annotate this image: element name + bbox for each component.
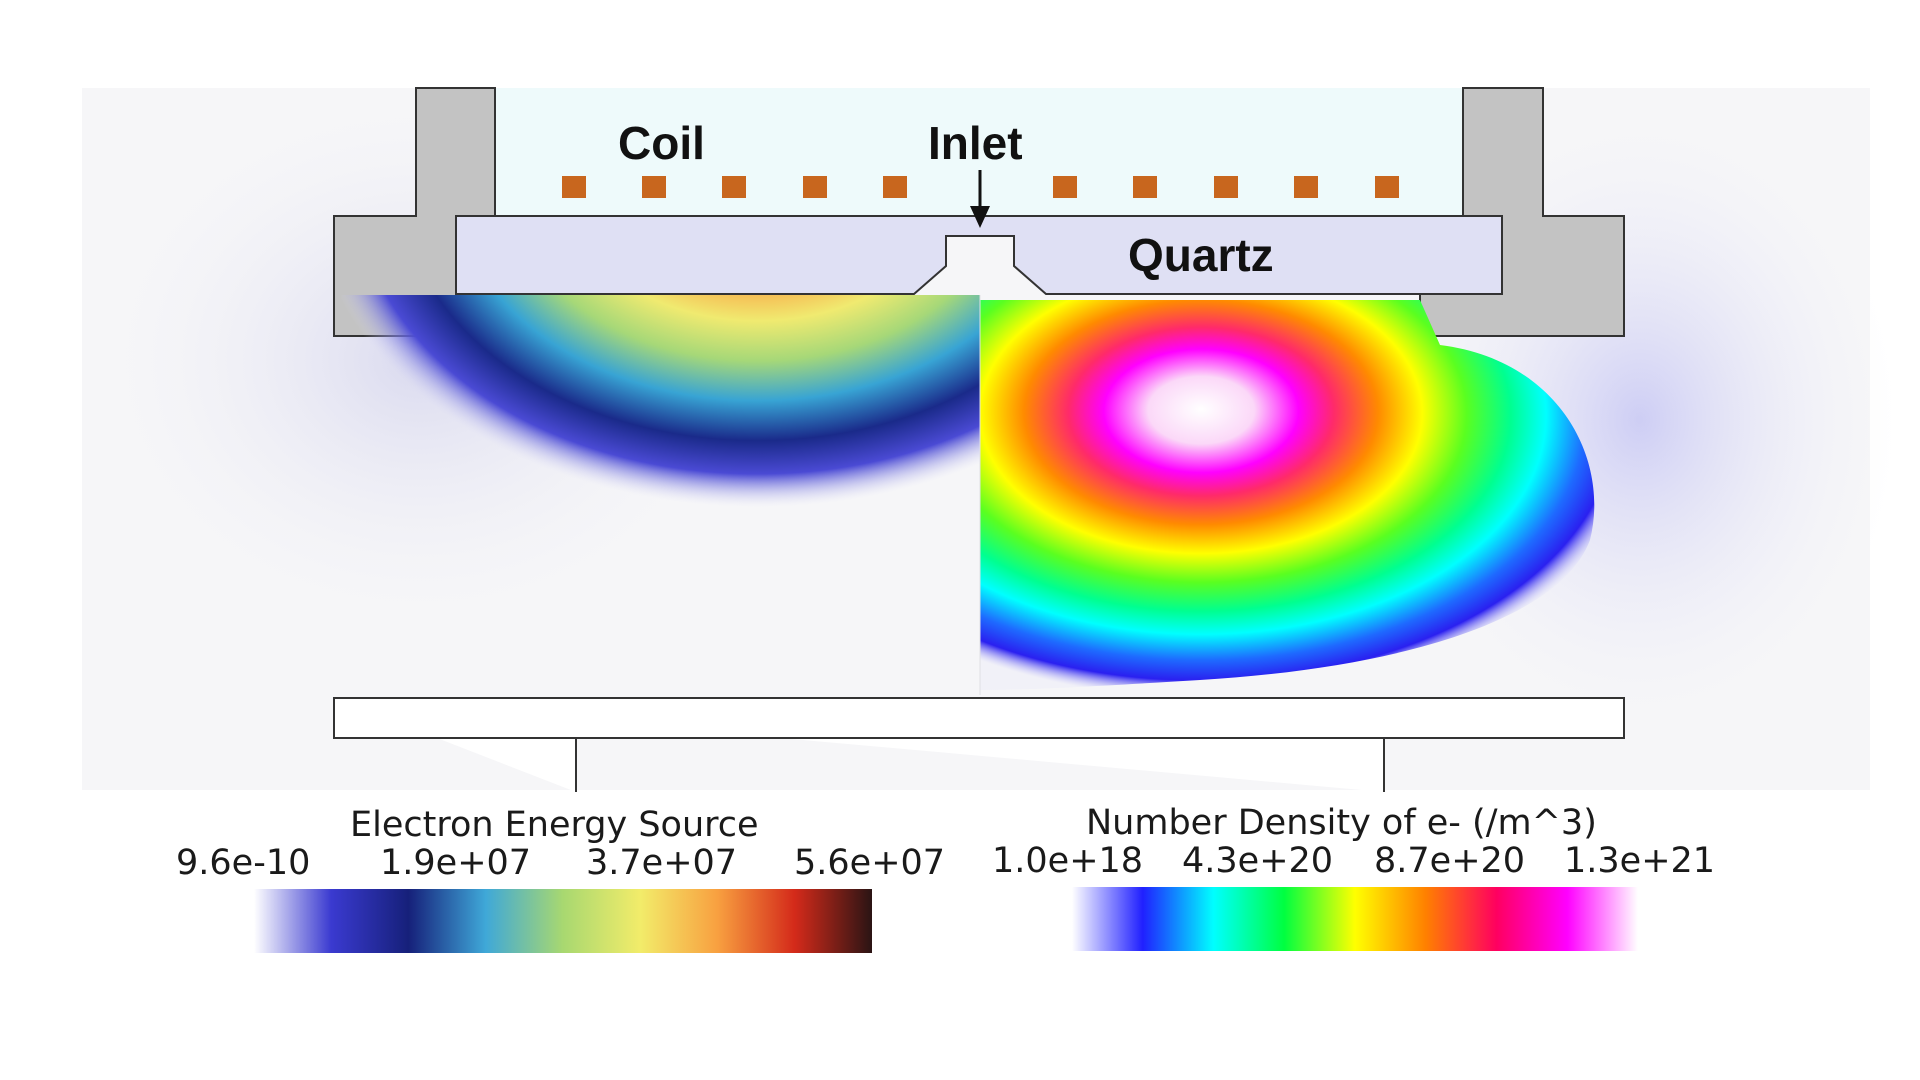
coil-turn-7 (1133, 176, 1157, 198)
inlet-label: Inlet (928, 117, 1023, 169)
chuck-right-leg (1383, 737, 1624, 792)
coil-turn-9 (1294, 176, 1318, 198)
legend-colorbar-electron-energy-source (254, 889, 872, 953)
coil-turn-2 (642, 176, 666, 198)
legend1-tick-2: 3.7e+07 (586, 843, 738, 883)
coil-turn-5 (883, 176, 907, 198)
legend1-tick-3: 5.6e+07 (794, 843, 946, 883)
quartz-label: Quartz (1128, 229, 1274, 281)
number-density-plot (980, 300, 1595, 690)
legend1-tick-1: 1.9e+07 (380, 843, 532, 883)
legend1-tick-0: 9.6e-10 (176, 843, 311, 883)
coil-turn-1 (562, 176, 586, 198)
legend2-tick-2: 8.7e+20 (1374, 841, 1526, 881)
wafer-chuck-top (333, 697, 1625, 739)
coil-turn-6 (1053, 176, 1077, 198)
coil-turn-3 (722, 176, 746, 198)
legend-title-electron-energy-source: Electron Energy Source (350, 805, 759, 845)
chuck-left-leg (334, 737, 577, 792)
legend-colorbar-number-density (1072, 887, 1638, 951)
inlet-arrow-head (970, 206, 990, 228)
legend-title-number-density: Number Density of e- (/m^3) (1086, 803, 1597, 843)
coil-turn-8 (1214, 176, 1238, 198)
electron-energy-source-plot (340, 295, 980, 580)
legend2-tick-0: 1.0e+18 (992, 841, 1144, 881)
legend2-tick-3: 1.3e+21 (1564, 841, 1716, 881)
coil-turn-10 (1375, 176, 1399, 198)
coil-turn-4 (803, 176, 827, 198)
coil-turns (562, 176, 1399, 198)
legend2-tick-1: 4.3e+20 (1182, 841, 1334, 881)
quartz-window (455, 215, 1503, 295)
coil-label: Coil (618, 117, 705, 169)
